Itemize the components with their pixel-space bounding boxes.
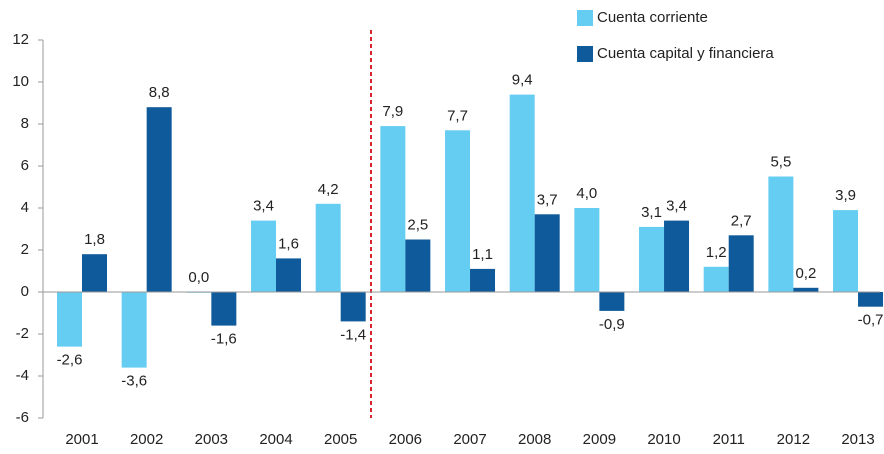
- bar: [445, 130, 471, 292]
- x-tick-label: 2011: [713, 431, 745, 448]
- legend-swatch: [577, 10, 593, 26]
- y-tick-label: 10: [12, 73, 29, 90]
- data-label: 1,1: [472, 246, 493, 263]
- bar: [82, 254, 107, 292]
- data-label: -2,6: [57, 352, 83, 369]
- bar: [121, 292, 147, 368]
- data-label: 3,4: [666, 198, 687, 215]
- bar: [858, 292, 884, 307]
- data-label: 0,0: [188, 269, 209, 286]
- data-label: 2,5: [407, 216, 428, 233]
- bar: [405, 239, 431, 292]
- data-label: 3,7: [537, 191, 558, 208]
- y-tick-label: -2: [16, 325, 29, 342]
- bar: [534, 214, 560, 292]
- bar: [211, 292, 237, 326]
- bar: [470, 268, 496, 292]
- bar: [315, 203, 341, 292]
- legend-label: Cuenta corriente: [597, 9, 708, 26]
- data-label: 0,2: [795, 265, 816, 282]
- y-tick-label: 4: [21, 199, 29, 216]
- data-label: 3,4: [253, 198, 274, 215]
- x-tick-label: 2005: [324, 431, 357, 448]
- data-label: 1,2: [706, 244, 727, 261]
- x-tick-label: 2009: [583, 431, 616, 448]
- data-label: -3,6: [121, 373, 147, 390]
- data-label: 9,4: [512, 72, 533, 89]
- bar: [57, 292, 82, 347]
- bar: [340, 292, 366, 322]
- data-label: -1,6: [211, 331, 237, 348]
- x-tick-label: 2008: [518, 431, 551, 448]
- data-label: -0,9: [599, 316, 625, 333]
- bar: [146, 107, 172, 292]
- data-label: 1,6: [278, 235, 299, 252]
- data-label: 8,8: [149, 84, 170, 101]
- y-tick-label: 6: [21, 157, 29, 174]
- data-label: 7,7: [447, 107, 468, 124]
- bar: [509, 94, 535, 292]
- x-tick-label: 2006: [389, 431, 422, 448]
- data-label: 4,0: [576, 185, 597, 202]
- data-label: -0,7: [858, 312, 884, 329]
- data-label: 5,5: [770, 153, 791, 170]
- data-label: 2,7: [731, 212, 752, 229]
- bar: [768, 176, 794, 292]
- y-tick-label: 2: [21, 241, 29, 258]
- x-tick-label: 2001: [65, 431, 98, 448]
- data-label: 3,1: [641, 204, 662, 221]
- y-tick-label: -4: [16, 367, 29, 384]
- data-label: 4,2: [318, 181, 339, 198]
- data-label: 1,8: [84, 231, 105, 248]
- y-tick-label: 12: [12, 31, 29, 48]
- legend-swatch: [577, 46, 593, 62]
- x-tick-label: 2013: [841, 431, 874, 448]
- data-label: -1,4: [340, 326, 366, 343]
- bar: [793, 287, 819, 292]
- data-label: 7,9: [382, 103, 403, 120]
- y-tick-label: -6: [16, 409, 29, 426]
- y-tick-label: 0: [21, 283, 29, 300]
- x-tick-label: 2002: [130, 431, 163, 448]
- legend-label: Cuenta capital y financiera: [597, 45, 774, 62]
- data-label: 3,9: [835, 187, 856, 204]
- x-tick-label: 2004: [259, 431, 292, 448]
- x-tick-label: 2007: [453, 431, 486, 448]
- bar: [664, 220, 690, 292]
- y-tick-label: 8: [21, 115, 29, 132]
- bar: [703, 266, 729, 292]
- bar: [639, 226, 665, 292]
- bar: [833, 210, 859, 292]
- bar: [251, 220, 277, 292]
- bar: [276, 258, 302, 292]
- x-tick-label: 2003: [195, 431, 228, 448]
- bar: [728, 235, 754, 292]
- x-tick-label: 2012: [777, 431, 810, 448]
- bar: [380, 126, 406, 292]
- bar: [574, 208, 600, 292]
- x-tick-label: 2010: [647, 431, 680, 448]
- bar: [599, 292, 625, 311]
